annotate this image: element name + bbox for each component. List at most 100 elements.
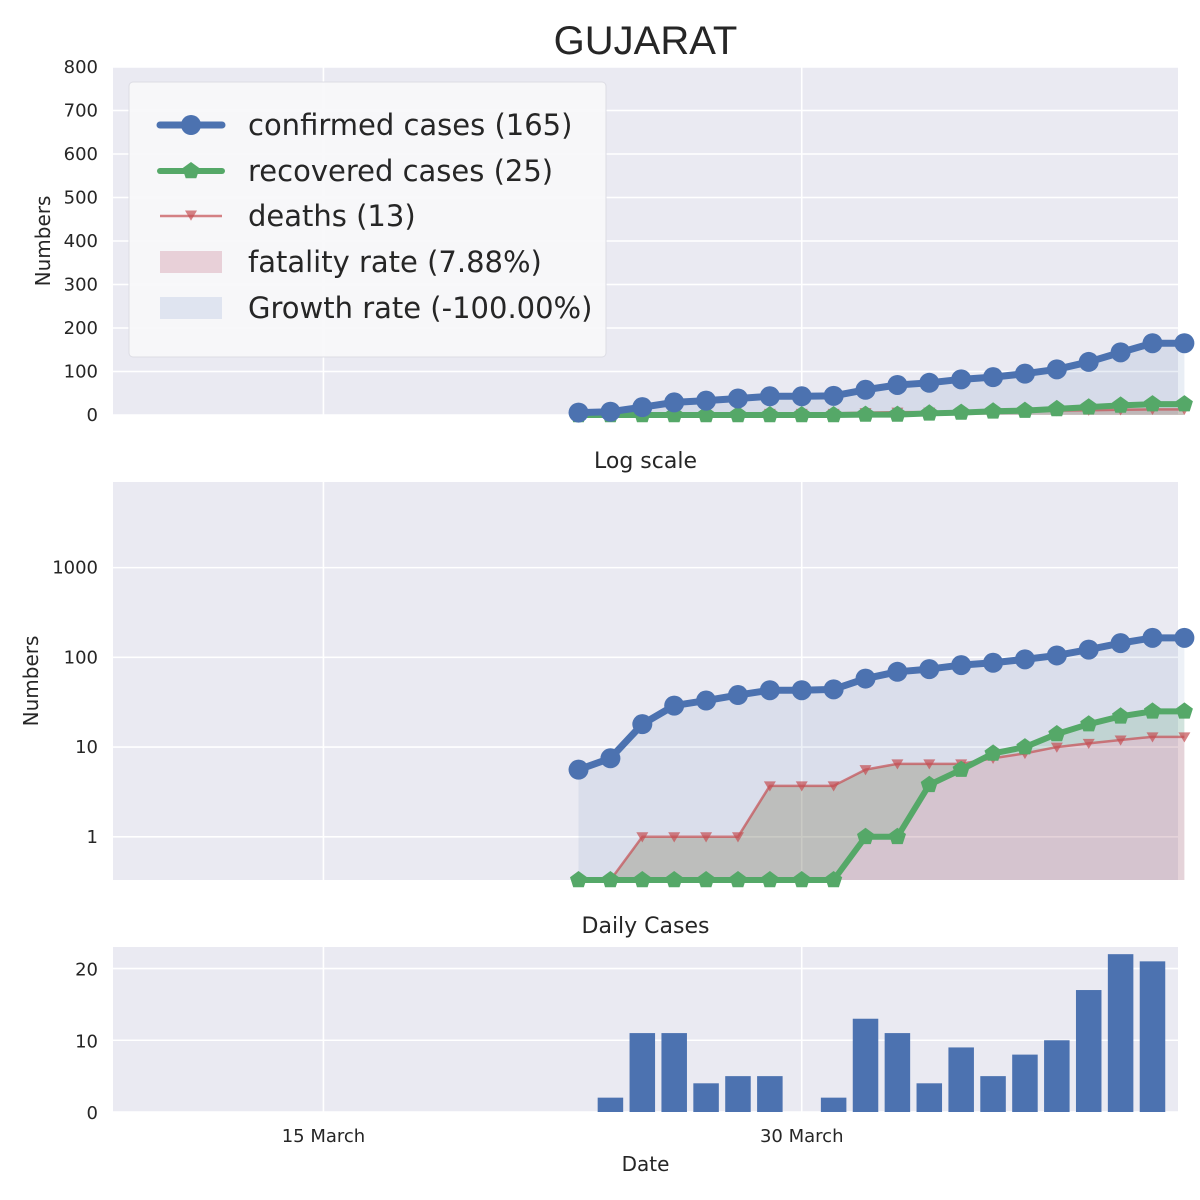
- log-confirmed-point: [1174, 627, 1195, 648]
- y-tick-label: 1000: [52, 558, 98, 579]
- log-deaths-point: [763, 781, 776, 792]
- log-confirmed-point: [1046, 645, 1067, 666]
- log-deaths-point: [827, 781, 840, 792]
- daily-bar: [725, 1076, 751, 1112]
- log-recovered-point: [1080, 715, 1098, 732]
- daily-bar: [757, 1076, 783, 1112]
- confirmed-point: [1078, 351, 1099, 372]
- confirmed-point: [983, 367, 1004, 388]
- y-axis-label: Numbers: [19, 636, 43, 727]
- recovered-point: [1143, 395, 1162, 412]
- log-confirmed-point: [887, 661, 908, 682]
- log-recovered-point: [1143, 702, 1162, 719]
- legend-recovered-marker: [182, 162, 200, 179]
- y-tick-label: 200: [64, 318, 98, 339]
- confirmed-point: [664, 392, 685, 413]
- legend-label-confirmed: confirmed cases (165): [248, 108, 572, 142]
- recovered-point: [1112, 396, 1130, 413]
- legend-confirmed-marker: [181, 115, 201, 135]
- log-deaths-point: [1082, 738, 1095, 750]
- confirmed-point: [791, 386, 812, 407]
- recovered-point: [697, 406, 715, 423]
- log-deaths-point: [700, 832, 713, 843]
- confirmed-point: [823, 385, 844, 406]
- recovered-point: [825, 406, 843, 423]
- log-confirmed-point: [855, 668, 876, 689]
- daily-bar: [693, 1083, 719, 1112]
- log-recovered-point: [601, 871, 619, 888]
- recovered-point: [1080, 398, 1098, 415]
- log-recovered-point: [984, 744, 1002, 761]
- daily-bar: [597, 1097, 624, 1112]
- y-axis-label: Numbers: [31, 196, 55, 287]
- log-deaths-point: [731, 832, 744, 843]
- log-recovered-point: [1175, 702, 1193, 719]
- x-tick-label: 30 March: [760, 1126, 844, 1147]
- log-deaths-point: [1178, 732, 1191, 743]
- y-tick-label: 800: [64, 57, 98, 78]
- confirmed-point: [600, 401, 621, 422]
- y-tick-label: 10: [75, 737, 98, 758]
- log-recovered-point: [1112, 707, 1130, 724]
- confirmed-point: [696, 390, 717, 411]
- daily-bar: [916, 1083, 943, 1112]
- confirmed-point: [887, 374, 908, 395]
- log-confirmed-point: [1078, 639, 1099, 660]
- legend-growth-patch: [160, 297, 222, 319]
- log-confirmed-point: [1110, 633, 1131, 654]
- log-confirmed-point: [791, 680, 812, 701]
- confirmed-point: [919, 372, 940, 393]
- log-recovered-point: [1048, 725, 1066, 742]
- confirmed-point: [727, 388, 748, 409]
- legend: confirmed cases (165) recovered cases (25…: [128, 81, 607, 358]
- log-confirmed-point: [568, 759, 589, 780]
- recovered-point: [984, 402, 1002, 419]
- recovered-point: [920, 404, 938, 421]
- daily-bar: [1044, 1040, 1070, 1112]
- log-confirmed-point: [696, 690, 717, 711]
- log-deaths-point: [923, 759, 936, 770]
- log-deaths-line: [578, 735, 1185, 882]
- log-deaths-point: [1146, 732, 1159, 743]
- daily-bar: [820, 1097, 847, 1112]
- confirmed-point: [632, 397, 653, 418]
- recovered-point: [793, 406, 811, 423]
- log-deaths-point: [1114, 735, 1127, 746]
- confirmed-point: [1110, 342, 1131, 363]
- log-recovered-point: [857, 827, 875, 845]
- y-tick-label: 10: [75, 1031, 98, 1052]
- confirmed-point: [1174, 333, 1195, 354]
- log-confirmed-point: [664, 695, 685, 716]
- log-recovered-point: [888, 827, 906, 845]
- chart-title: GUJARAT: [554, 19, 738, 63]
- y-tick-label: 500: [64, 188, 98, 209]
- log-chart-title: Log scale: [594, 449, 697, 474]
- log-recovered-point: [665, 871, 683, 888]
- daily-bar: [948, 1047, 974, 1112]
- log-recovered-point: [697, 871, 715, 888]
- log-confirmed-point: [600, 748, 621, 769]
- daily-bar: [1107, 954, 1134, 1112]
- log-confirmed-point: [1014, 649, 1035, 670]
- growth-rate-area: [578, 343, 1185, 415]
- log-recovered-point: [920, 775, 938, 793]
- log-confirmed-point: [823, 679, 844, 700]
- log-deaths-point: [859, 765, 872, 776]
- daily-bar: [852, 1018, 879, 1112]
- confirmed-point: [855, 379, 876, 400]
- log-confirmed-point: [727, 685, 748, 706]
- y-tick-label: 100: [64, 647, 98, 668]
- log-confirmed-point: [1142, 627, 1163, 648]
- log-confirmed-point: [951, 655, 972, 676]
- log-deaths-point: [891, 759, 904, 770]
- daily-bar: [980, 1076, 1006, 1112]
- plot-area-2: [113, 482, 1178, 880]
- recovered-point: [761, 406, 779, 423]
- recovered-point: [952, 403, 970, 420]
- daily-bar: [1139, 961, 1166, 1112]
- daily-bar: [1075, 990, 1102, 1112]
- confirmed-point: [568, 402, 589, 423]
- y-tick-label: 400: [64, 231, 98, 252]
- legend-label-deaths: deaths (13): [248, 199, 416, 233]
